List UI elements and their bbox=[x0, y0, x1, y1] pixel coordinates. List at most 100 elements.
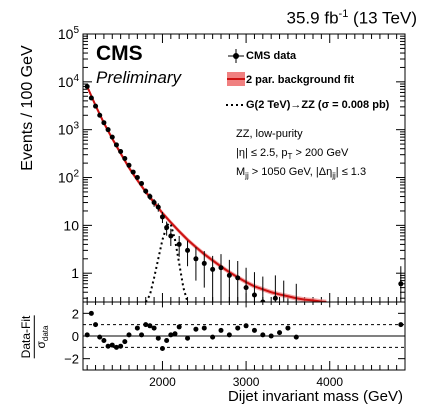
ratio-point bbox=[155, 335, 161, 341]
annotation-cuts-1b: > 200 GeV bbox=[292, 147, 349, 159]
ratio-y-title-top: Data-Fit bbox=[18, 315, 35, 359]
experiment-label: CMS bbox=[96, 42, 143, 65]
ratio-point bbox=[147, 323, 153, 329]
ratio-point bbox=[139, 332, 145, 338]
ratio-point bbox=[118, 343, 124, 349]
ratio-y-title-bottom: σdata bbox=[33, 316, 52, 359]
ratio-point bbox=[193, 326, 199, 332]
data-point bbox=[101, 120, 107, 126]
y-tick-label: 1 bbox=[71, 265, 79, 281]
ratio-point bbox=[97, 334, 103, 340]
ratio-point bbox=[268, 333, 274, 339]
data-point bbox=[122, 155, 128, 161]
ratio-point bbox=[151, 325, 157, 331]
annotation-cuts-2: Mjj > 1050 GeV, |Δηjj| ≤ 1.3 bbox=[236, 166, 366, 180]
data-point bbox=[84, 83, 90, 89]
annotation-cuts-1a: |η| ≤ 2.5, p bbox=[236, 147, 288, 159]
ratio-point bbox=[84, 332, 90, 338]
luminance-label: 35.9 fb-1 (13 TeV) bbox=[287, 8, 417, 29]
y-tick-label: 103 bbox=[58, 121, 80, 138]
ratio-panel: 2000 3000 4000 −2 0 2 bbox=[64, 301, 406, 389]
ratio-point bbox=[126, 332, 132, 338]
data-point bbox=[155, 204, 161, 210]
y-tick-label: 104 bbox=[58, 73, 80, 90]
data-point bbox=[168, 233, 174, 239]
ratio-point bbox=[101, 338, 107, 344]
ratio-point bbox=[109, 342, 115, 348]
y-tick-base: 10 bbox=[58, 26, 74, 42]
x-axis-title: Dijet invariant mass (GeV) bbox=[227, 388, 403, 405]
ratio-point bbox=[159, 345, 165, 351]
data-point bbox=[201, 260, 207, 266]
x-tick-label: 4000 bbox=[316, 375, 343, 389]
data-point bbox=[210, 266, 216, 272]
data-point bbox=[218, 265, 224, 271]
legend-data-label: CMS data bbox=[246, 50, 297, 62]
data-point bbox=[193, 256, 199, 262]
annotation-cuts-2c: | ≤ 1.3 bbox=[335, 166, 367, 178]
data-point bbox=[151, 200, 157, 206]
ratio-point bbox=[88, 310, 94, 316]
data-point bbox=[130, 169, 136, 175]
ratio-points-group bbox=[84, 310, 404, 351]
legend-fit-label: 2 par. background fit bbox=[246, 74, 355, 86]
ratio-point bbox=[251, 327, 257, 333]
data-point bbox=[281, 304, 286, 309]
x-tick-label: 3000 bbox=[233, 375, 260, 389]
data-point bbox=[105, 127, 111, 133]
annotation-category: ZZ, low-purity bbox=[236, 128, 303, 140]
ratio-point bbox=[285, 325, 291, 331]
legend-signal-label: G(2 TeV)→ZZ (σ = 0.008 pb) bbox=[246, 99, 389, 111]
annotation-cuts-2b: > 1050 GeV, |Δη bbox=[248, 166, 333, 178]
legend-data-marker bbox=[233, 53, 239, 59]
y-tick-exponent: 3 bbox=[73, 121, 79, 132]
legend-signal-suffix: ZZ (σ = 0.008 pb) bbox=[301, 99, 390, 111]
ratio-point bbox=[93, 322, 99, 328]
data-point bbox=[398, 281, 404, 287]
ratio-y-tick-label: 2 bbox=[72, 306, 79, 321]
ratio-point bbox=[168, 332, 174, 338]
data-point bbox=[159, 214, 165, 220]
fit-band bbox=[87, 84, 327, 302]
data-point bbox=[243, 285, 249, 291]
signal-line bbox=[144, 222, 189, 302]
data-point bbox=[185, 247, 191, 253]
signal-group bbox=[144, 222, 189, 302]
data-point bbox=[97, 112, 103, 118]
annotation-cuts-2-sub: jj bbox=[245, 171, 249, 181]
y-tick-base: 10 bbox=[63, 217, 79, 233]
x-tick-label: 2000 bbox=[149, 375, 176, 389]
data-point bbox=[294, 310, 299, 315]
data-point bbox=[235, 275, 241, 281]
ratio-y-title-sigma: σ bbox=[33, 341, 48, 349]
y-tick-base: 10 bbox=[58, 122, 74, 138]
y-tick-base: 10 bbox=[58, 74, 74, 90]
status-label: Preliminary bbox=[96, 68, 182, 87]
data-point bbox=[93, 103, 99, 109]
data-point bbox=[139, 180, 145, 186]
ratio-point bbox=[172, 331, 178, 337]
data-point bbox=[164, 225, 170, 231]
data-point bbox=[251, 292, 257, 298]
ratio-point bbox=[226, 332, 232, 338]
data-point bbox=[118, 148, 124, 154]
annotation-cuts-2-sub2: jj bbox=[332, 171, 336, 181]
ratio-y-tick-label: −2 bbox=[64, 352, 79, 367]
legend-signal-arrow: → bbox=[290, 99, 302, 111]
data-point bbox=[126, 162, 132, 168]
data-point bbox=[143, 188, 149, 194]
y-tick-base: 10 bbox=[58, 170, 74, 186]
y-tick-base: 1 bbox=[71, 265, 79, 281]
y-tick-exponent: 5 bbox=[73, 25, 79, 36]
y-tick-exponent: 2 bbox=[73, 169, 79, 180]
y-tick-exponent: 4 bbox=[73, 73, 79, 84]
annotation-cuts-1: |η| ≤ 2.5, pT > 200 GeV bbox=[236, 147, 348, 161]
ratio-point bbox=[243, 323, 249, 329]
lumi-value: 35.9 bbox=[286, 8, 320, 28]
annotation-cuts-2a: M bbox=[236, 166, 246, 178]
y-tick-label: 102 bbox=[58, 169, 80, 186]
ratio-point bbox=[201, 325, 207, 331]
data-point bbox=[88, 95, 94, 101]
